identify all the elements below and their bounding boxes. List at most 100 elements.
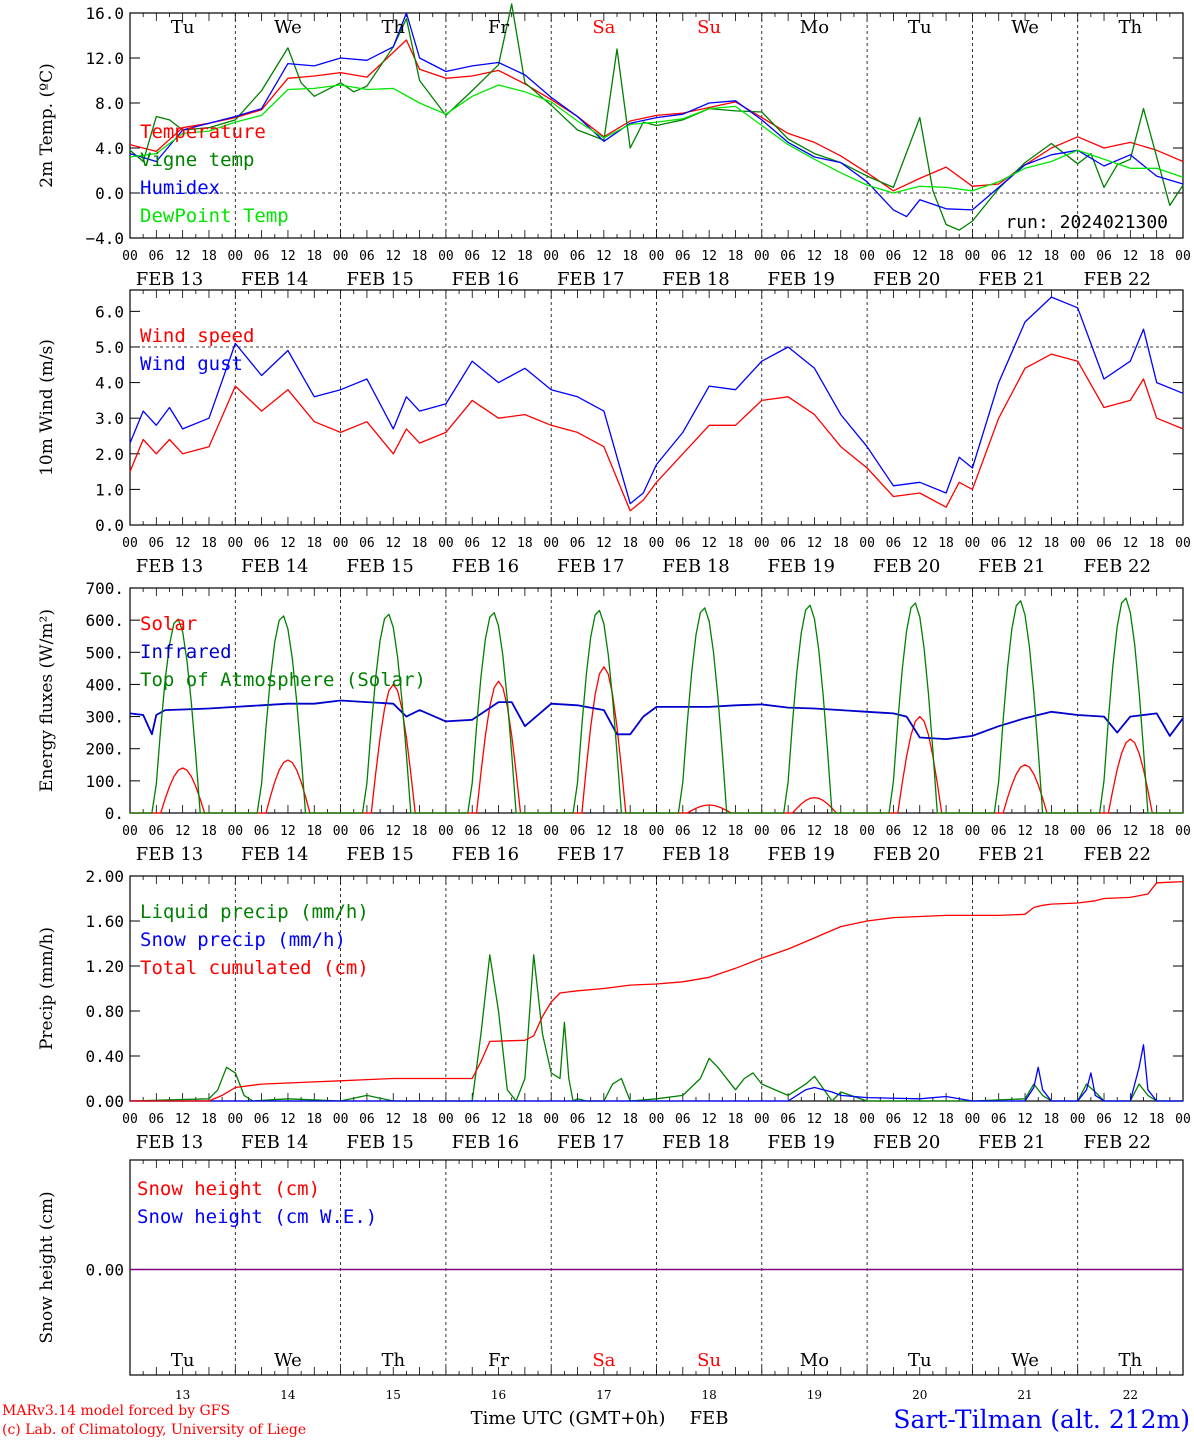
panel-2-hour-tick-label: 00 [122,536,138,551]
panel-3-legend-entry: Infrared [140,641,232,663]
panel-1-hour-tick-label: 00 [333,249,349,264]
panel-1-hour-tick-label: 06 [148,249,164,264]
panel-2-hour-tick-label: 00 [227,536,243,551]
panel-4-ylabel: Precip (mm/h) [37,927,57,1050]
panel-1-hour-tick-label: 18 [517,249,533,264]
panel-2-hour-tick-label: 18 [938,536,954,551]
panel-4-hour-tick-label: 18 [306,1112,322,1127]
panel-4-hour-tick-label: 06 [886,1112,902,1127]
panel-1-ytick-label: 4.0 [95,139,124,158]
panel-1-legend-entry: Vigne temp [140,149,254,171]
time-axis-label: Time UTC (GMT+0h) [471,1408,666,1429]
panel-1-legend-entry: DewPoint Temp [140,205,289,227]
panel-3-hour-tick-label: 12 [596,824,612,839]
panel-4-hour-tick-label: 18 [728,1112,744,1127]
panel-2-date-label: FEB 22 [1083,556,1150,577]
panel-3-ytick-label: 700. [85,579,124,598]
panel-3-hour-tick-label: 00 [649,824,665,839]
panel-3-hour-tick-label: 12 [1017,824,1033,839]
panel-3-date-label: FEB 18 [662,844,729,865]
panel-3-hour-tick-label: 00 [859,824,875,839]
panel-1-hour-tick-label: 12 [1017,249,1033,264]
panel-2-hour-tick-label: 06 [675,536,691,551]
panel-3-ytick-label: 200. [85,740,124,759]
panel-4-date-label: FEB 16 [452,1132,519,1153]
weekday-label-bottom: Sa [592,1350,615,1371]
panel-3-ytick-label: 300. [85,708,124,727]
panel-2-legend-entry: Wind gust [140,353,243,375]
panel-2-date-label: FEB 16 [452,556,519,577]
panel-2-date-label: FEB 19 [768,556,835,577]
weekday-label-top: Sa [592,17,615,38]
run-label: run: 2024021300 [1005,212,1168,233]
panel-4-ytick-label: 0.80 [85,1002,124,1021]
panel-4-hour-tick-label: 18 [833,1112,849,1127]
weekday-label-bottom: Th [1119,1350,1143,1371]
panel-3-hour-tick-label: 00 [1070,824,1086,839]
panel-1-date-label: FEB 19 [768,269,835,290]
station-label: Sart-Tilman (alt. 212m) [893,1405,1190,1434]
panel-3-hour-tick-label: 12 [175,824,191,839]
panel-1-ytick-label: 0.0 [95,184,124,203]
weekday-label-top: Su [697,17,721,38]
panel-4-hour-tick-label: 12 [1123,1112,1139,1127]
panel-3-date-label: FEB 16 [452,844,519,865]
panel-2-ytick-label: 2.0 [95,445,124,464]
day-number-label: 18 [702,1388,717,1402]
day-number-label: 14 [280,1388,296,1402]
panel-3-date-label: FEB 21 [978,844,1045,865]
weekday-label-top: Th [381,17,405,38]
panel-3-hour-tick-label: 00 [122,824,138,839]
panel-1-hour-tick-label: 06 [886,249,902,264]
panel-3-hour-tick-label: 12 [280,824,296,839]
panel-2-hour-tick-label: 18 [201,536,217,551]
panel-3-series-line-2 [129,699,1184,740]
panel-2-hour-tick-label: 00 [649,536,665,551]
panel-2-hour-tick-label: 18 [306,536,322,551]
panel-3-ylabel: Energy fluxes (W/m²) [37,609,57,792]
panel-2-hour-tick-label: 18 [1044,536,1060,551]
panel-4-hour-tick-label: 06 [991,1112,1007,1127]
day-number-label: 21 [1017,1388,1032,1402]
model-credit: MARv3.14 model forced by GFS [2,1403,230,1419]
day-number-label: 15 [386,1388,401,1402]
panel-2-hour-tick-label: 12 [1123,536,1139,551]
panel-2-hour-tick-label: 00 [333,536,349,551]
day-number-label: 13 [175,1388,190,1402]
panel-3-hour-tick-label: 18 [1044,824,1060,839]
panel-4-date-label: FEB 22 [1083,1132,1150,1153]
panel-2-hour-tick-label: 12 [280,536,296,551]
panel-3-hour-tick-label: 18 [1149,824,1165,839]
panel-1-hour-tick-label: 00 [965,249,981,264]
panel-2-hour-tick-label: 06 [359,536,375,551]
panel-4-hour-tick-label: 18 [622,1112,638,1127]
panel-4-hour-tick-label: 06 [675,1112,691,1127]
panel-3-hour-tick-label: 06 [780,824,796,839]
panel-4-hour-tick-label: 00 [543,1112,559,1127]
panel-2-hour-tick-label: 12 [701,536,717,551]
panel-3-hour-tick-label: 06 [1096,824,1112,839]
panel-1-hour-tick-label: 12 [491,249,507,264]
panel-4-hour-tick-label: 00 [1175,1112,1191,1127]
panel-2-hour-tick-label: 12 [385,536,401,551]
panel-3-hour-tick-label: 00 [965,824,981,839]
weekday-label-bottom: Tu [908,1350,932,1371]
panel-2-date-label: FEB 17 [557,556,624,577]
panel-4-legend-entry: Snow precip (mm/h) [140,929,346,951]
panel-2-hour-tick-label: 12 [807,536,823,551]
panel-1-ytick-label: 12.0 [85,49,124,68]
panel-4-hour-tick-label: 12 [385,1112,401,1127]
panel-3-legend-entry: Top of Atmosphere (Solar) [140,669,426,691]
panel-2-hour-tick-label: 18 [833,536,849,551]
panel-1-hour-tick-label: 06 [1096,249,1112,264]
panel-3-hour-tick-label: 18 [306,824,322,839]
panel-1-series-line-1 [129,39,1184,192]
panel-3-hour-tick-label: 06 [464,824,480,839]
panel-2-hour-tick-label: 00 [754,536,770,551]
panel-3-hour-tick-label: 06 [886,824,902,839]
panel-2-date-label: FEB 13 [136,556,203,577]
panel-2-hour-tick-label: 06 [254,536,270,551]
panel-2-ytick-label: 6.0 [95,302,124,321]
panel-4-date-label: FEB 17 [557,1132,624,1153]
panel-1-hour-tick-label: 12 [807,249,823,264]
